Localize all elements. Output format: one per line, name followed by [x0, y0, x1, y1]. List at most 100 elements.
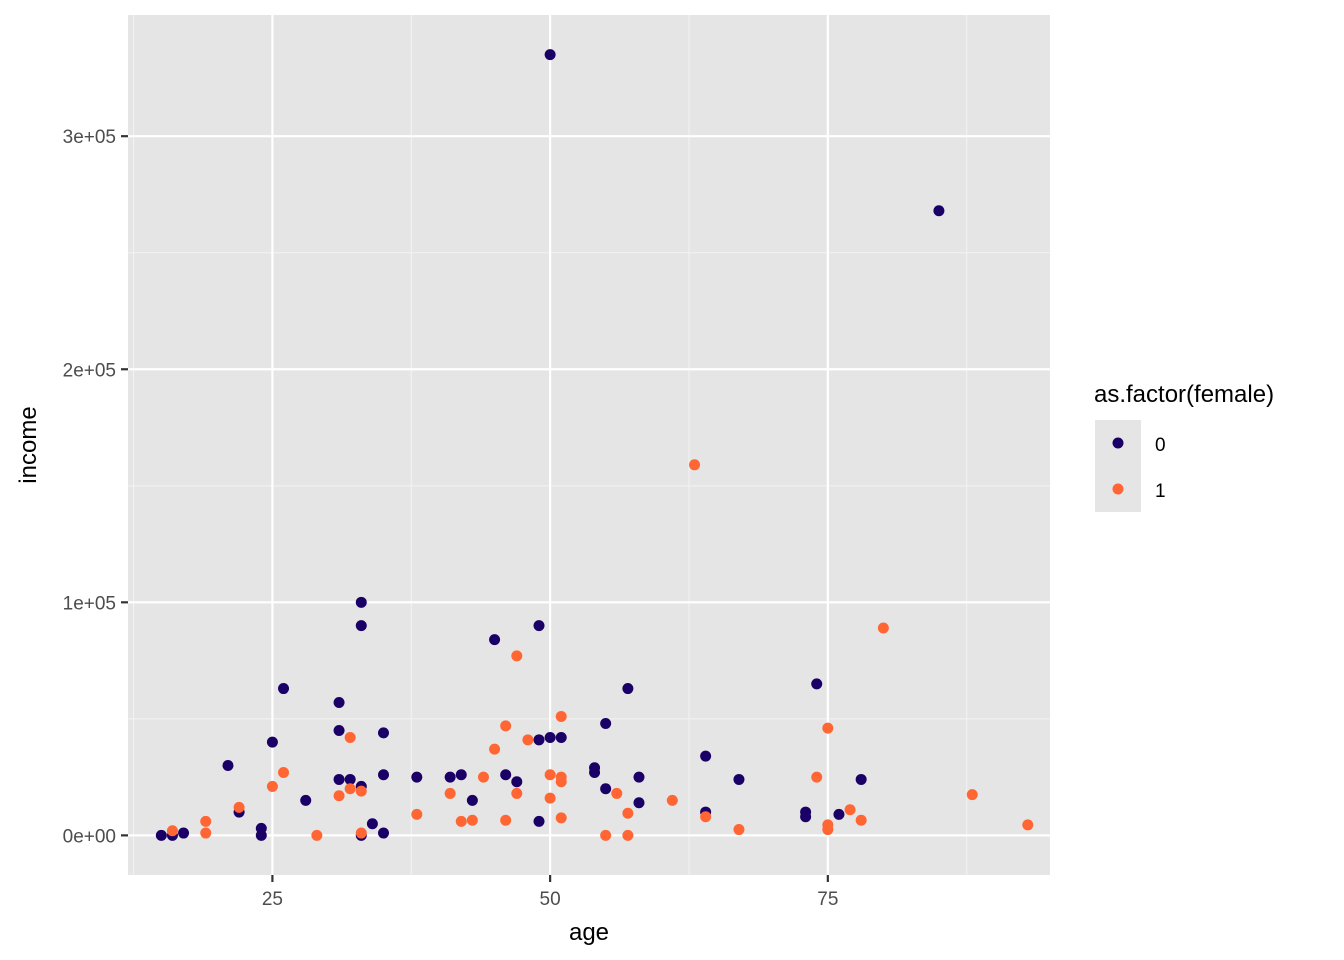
point-series-0-29: [533, 620, 545, 632]
point-series-1-3: [233, 801, 245, 813]
point-series-1-41: [844, 804, 856, 816]
point-series-1-25: [555, 711, 567, 723]
point-series-0-6: [255, 829, 267, 841]
point-series-0-31: [533, 815, 545, 827]
x-tick-label-2: 75: [817, 889, 838, 910]
point-series-0-22: [411, 771, 423, 783]
point-series-1-45: [1022, 819, 1034, 831]
point-series-1-38: [822, 722, 834, 734]
point-series-1-35: [700, 811, 712, 823]
point-series-1-2: [200, 827, 212, 839]
point-series-0-37: [600, 718, 612, 730]
point-series-0-0: [155, 829, 167, 841]
point-series-0-33: [544, 731, 556, 743]
point-series-1-37: [811, 771, 823, 783]
axis-ticks: [121, 135, 829, 882]
point-series-0-18: [366, 818, 378, 830]
point-series-0-9: [300, 794, 312, 806]
point-series-1-10: [355, 785, 367, 797]
point-series-1-19: [500, 814, 512, 826]
point-series-0-8: [278, 683, 290, 695]
point-series-0-46: [800, 811, 812, 823]
point-series-1-8: [344, 731, 356, 743]
legend-key-dot-1: [1112, 483, 1124, 495]
point-series-1-14: [455, 815, 467, 827]
point-series-1-44: [966, 789, 978, 801]
point-series-1-12: [411, 808, 423, 820]
data-points: [155, 49, 1034, 841]
point-series-1-16: [477, 771, 489, 783]
point-series-0-34: [555, 731, 567, 743]
y-tick-label-3: 3e+05: [63, 127, 116, 148]
point-series-1-43: [877, 622, 889, 634]
point-series-0-50: [933, 205, 945, 217]
legend-key-dot-0: [1112, 437, 1124, 449]
point-series-0-7: [266, 736, 278, 748]
point-series-0-49: [855, 773, 867, 785]
point-series-0-40: [633, 771, 645, 783]
point-series-0-44: [733, 773, 745, 785]
point-series-1-5: [278, 766, 290, 778]
y-tick-label-0: 0e+00: [63, 826, 116, 847]
legend-label-1: 1: [1155, 481, 1166, 502]
point-series-0-39: [622, 683, 634, 695]
point-series-1-29: [600, 829, 612, 841]
point-series-1-13: [444, 787, 456, 799]
point-series-1-11: [355, 827, 367, 839]
minor-gridlines: [128, 15, 1050, 875]
point-series-1-0: [166, 825, 178, 837]
point-series-1-36: [733, 824, 745, 836]
y-tick-label-2: 2e+05: [63, 360, 116, 381]
point-series-0-26: [489, 634, 501, 646]
point-series-1-20: [511, 650, 523, 662]
point-series-0-21: [377, 827, 389, 839]
point-series-0-25: [466, 794, 478, 806]
point-series-1-15: [466, 814, 478, 826]
legend-label-0: 0: [1155, 435, 1166, 456]
point-series-0-10: [333, 697, 345, 709]
x-axis-title: age: [569, 919, 609, 946]
point-series-0-2: [178, 827, 190, 839]
point-series-0-48: [833, 808, 845, 820]
point-series-0-20: [377, 769, 389, 781]
point-series-0-12: [333, 773, 345, 785]
point-series-0-47: [811, 678, 823, 690]
point-series-1-23: [544, 769, 556, 781]
point-series-1-24: [544, 792, 556, 804]
point-series-1-7: [333, 790, 345, 802]
point-series-0-24: [455, 769, 467, 781]
point-series-0-41: [633, 797, 645, 809]
x-tick-label-1: 50: [540, 889, 561, 910]
point-series-0-3: [222, 759, 234, 771]
legend-title: as.factor(female): [1094, 381, 1274, 408]
point-series-0-32: [544, 49, 556, 61]
point-series-1-22: [522, 734, 534, 746]
x-tick-label-0: 25: [262, 889, 283, 910]
legend: as.factor(female) 0 1: [1094, 381, 1274, 512]
point-series-0-27: [500, 769, 512, 781]
point-series-0-28: [511, 776, 523, 788]
point-series-1-31: [622, 807, 634, 819]
point-series-0-19: [377, 727, 389, 739]
point-series-0-13: [344, 773, 356, 785]
point-series-1-28: [555, 812, 567, 824]
point-series-1-4: [266, 780, 278, 792]
point-series-1-42: [855, 814, 867, 826]
point-series-1-21: [511, 787, 523, 799]
y-axis-title: income: [15, 406, 42, 483]
point-series-1-6: [311, 829, 323, 841]
point-series-0-38: [600, 783, 612, 795]
point-series-1-27: [555, 776, 567, 788]
x-tick-labels: 25 50 75: [262, 889, 839, 910]
point-series-1-34: [689, 459, 701, 471]
point-series-1-18: [500, 720, 512, 732]
plot-panel: [128, 15, 1050, 875]
point-series-1-40: [822, 824, 834, 836]
point-series-0-36: [589, 766, 601, 778]
point-series-1-32: [622, 829, 634, 841]
y-tick-labels: 0e+00 1e+05 2e+05 3e+05: [63, 127, 116, 847]
point-series-0-15: [355, 620, 367, 632]
point-series-0-42: [700, 750, 712, 762]
point-series-1-9: [344, 783, 356, 795]
